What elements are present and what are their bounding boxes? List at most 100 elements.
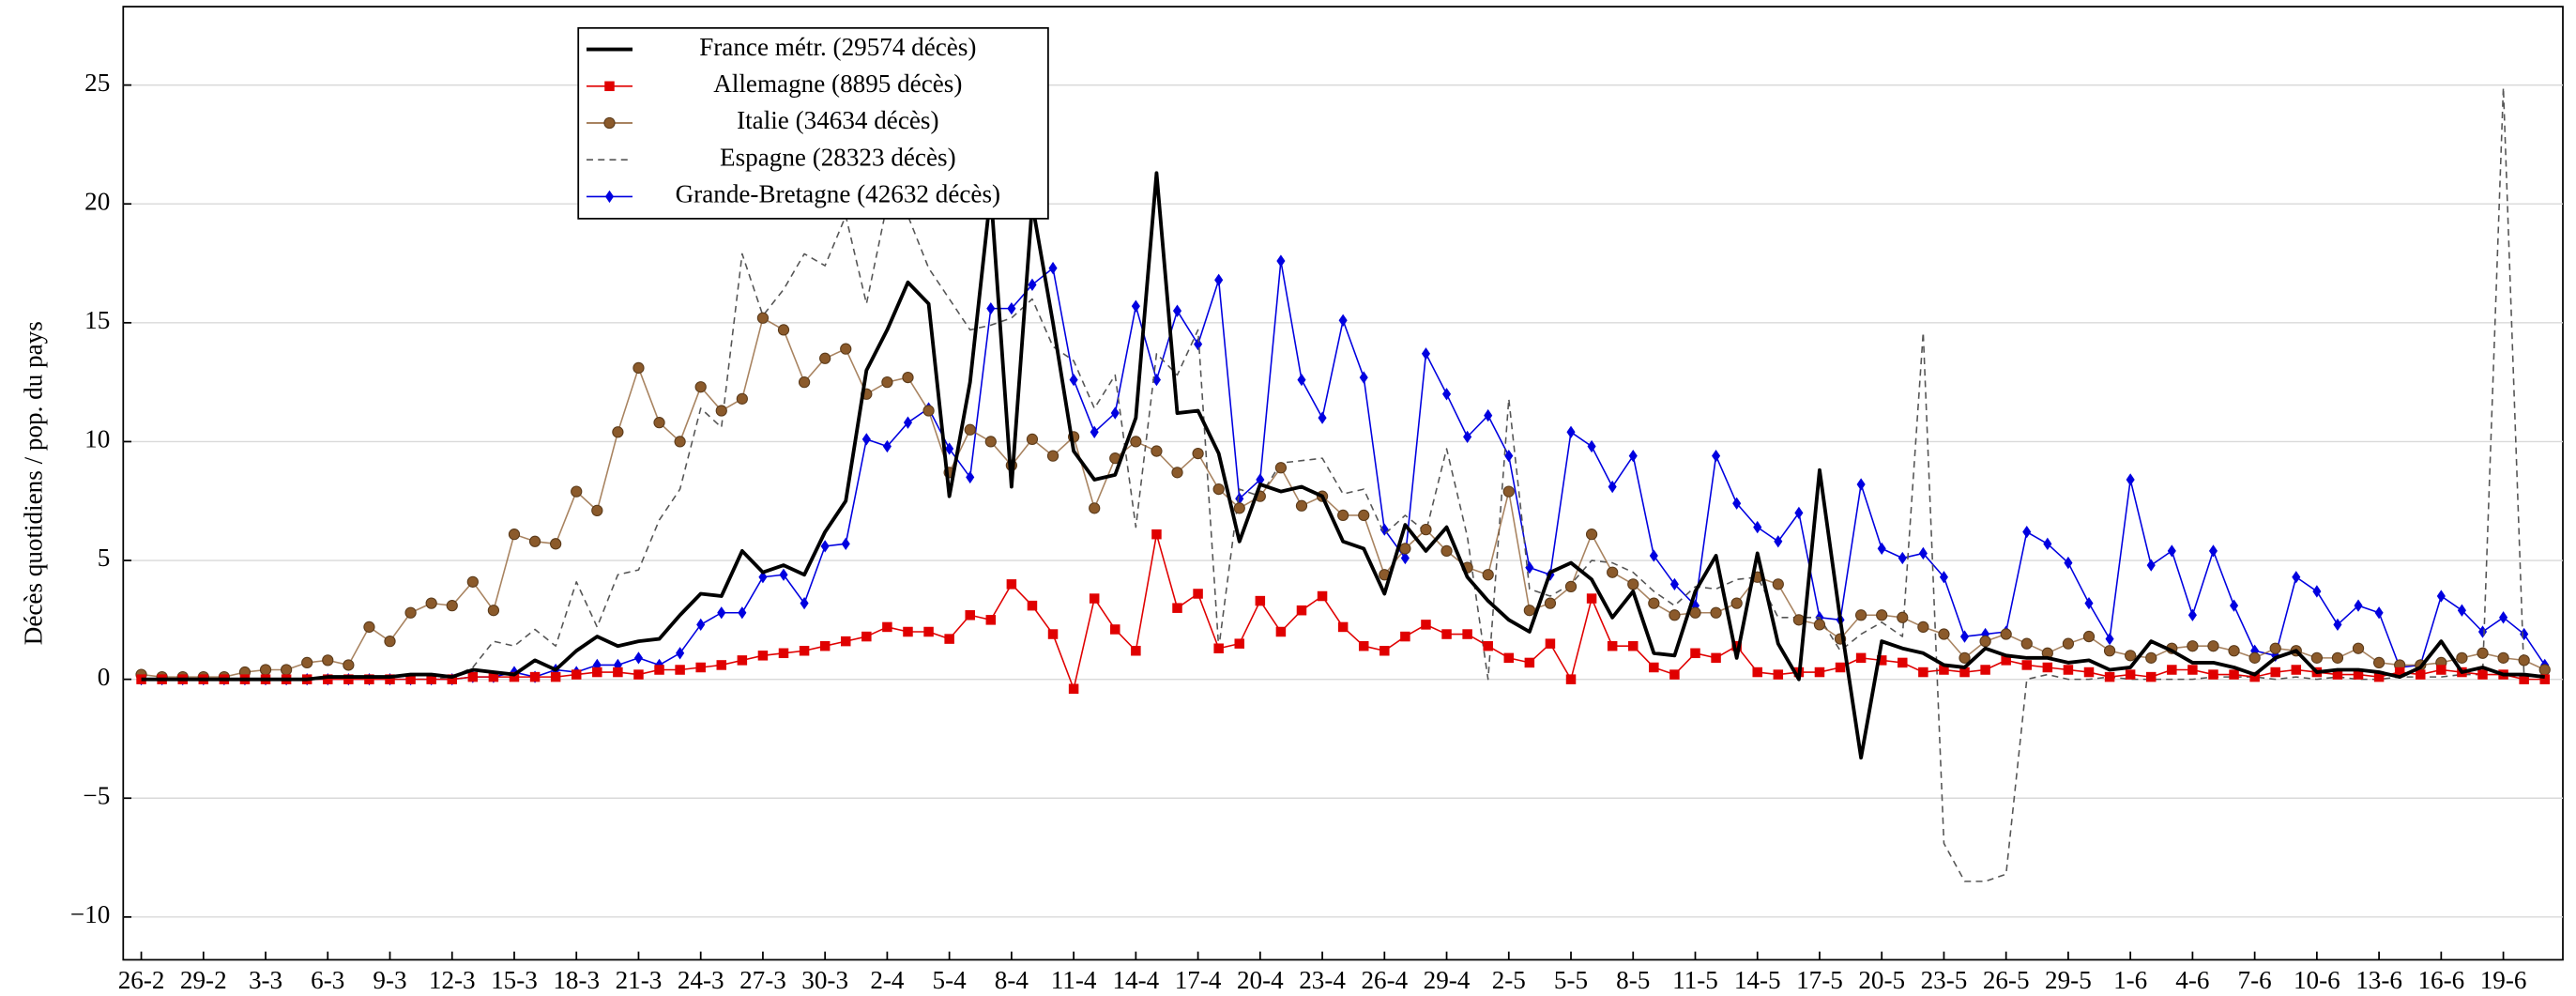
marker: [1026, 433, 1039, 446]
x-tick-label: 26-4: [1361, 966, 1408, 994]
marker: [1068, 683, 1079, 695]
marker: [1689, 606, 1701, 619]
x-tick-label: 13-6: [2355, 966, 2402, 994]
marker: [2270, 667, 2280, 678]
marker: [1504, 449, 1514, 463]
marker: [1813, 619, 1826, 631]
marker: [2332, 669, 2343, 680]
marker: [1628, 640, 1639, 651]
marker: [2394, 667, 2405, 678]
marker: [1669, 609, 1681, 621]
x-tick-label: 18-3: [553, 966, 600, 994]
marker: [2352, 642, 2365, 654]
marker: [654, 665, 664, 675]
marker: [922, 405, 935, 417]
marker: [1939, 665, 1949, 675]
marker: [603, 116, 616, 130]
marker: [1731, 640, 1742, 651]
marker: [840, 636, 851, 647]
marker: [1089, 593, 1100, 604]
marker: [1732, 497, 1742, 510]
marker: [1193, 589, 1203, 599]
marker: [1774, 535, 1783, 548]
marker: [1710, 606, 1722, 619]
marker: [1110, 624, 1120, 635]
y-axis-label: Décès quotidiens / pop. du pays: [20, 321, 48, 645]
marker: [1649, 662, 1659, 673]
marker: [1337, 621, 1349, 633]
marker: [1959, 630, 1970, 643]
marker: [1502, 485, 1515, 498]
marker: [2519, 674, 2529, 684]
marker: [447, 674, 457, 684]
marker: [1877, 542, 1886, 556]
x-tick-label: 10-6: [2294, 966, 2340, 994]
marker: [1483, 640, 1493, 651]
marker: [1359, 371, 1368, 384]
marker: [1752, 667, 1762, 678]
x-tick-label: 29-4: [1424, 966, 1471, 994]
marker: [798, 376, 811, 389]
marker: [1712, 449, 1721, 463]
x-tick-label: 24-3: [678, 966, 724, 994]
marker: [2416, 669, 2426, 680]
marker: [1110, 406, 1120, 420]
marker: [1151, 529, 1162, 540]
marker: [1400, 631, 1410, 642]
marker: [799, 646, 810, 656]
marker: [2083, 667, 2095, 678]
marker: [1587, 439, 1596, 453]
marker: [2333, 618, 2342, 632]
marker: [1007, 301, 1016, 315]
marker: [2269, 642, 2281, 654]
marker: [2208, 669, 2218, 680]
marker: [758, 571, 768, 584]
marker: [965, 610, 975, 621]
marker: [343, 659, 355, 671]
x-tick-label: 27-3: [739, 966, 786, 994]
marker: [550, 538, 562, 550]
x-tick-label: 2-4: [870, 966, 905, 994]
marker: [508, 529, 521, 541]
marker: [715, 405, 727, 417]
marker: [2477, 647, 2489, 659]
marker: [1648, 597, 1660, 609]
marker: [1482, 569, 1494, 581]
marker: [819, 352, 831, 364]
marker: [1856, 478, 1866, 491]
marker: [2187, 665, 2198, 675]
marker: [2354, 599, 2363, 612]
marker: [2126, 473, 2135, 486]
marker: [2520, 627, 2529, 641]
marker: [1939, 571, 1948, 584]
x-tick-label: 11-4: [1051, 966, 1097, 994]
marker: [1006, 579, 1017, 590]
marker: [2374, 606, 2384, 620]
marker: [861, 433, 871, 446]
marker: [2353, 669, 2364, 680]
marker: [1255, 595, 1266, 606]
marker: [1898, 657, 1908, 668]
marker: [1772, 578, 1784, 590]
marker: [695, 662, 706, 673]
series-line: [141, 86, 2545, 882]
x-tick-label: 29-5: [2045, 966, 2092, 994]
series-line: [141, 171, 2545, 760]
marker: [2208, 544, 2218, 558]
marker: [2373, 671, 2385, 682]
marker: [1318, 411, 1327, 424]
plot-frame: [122, 6, 2564, 961]
marker: [2001, 655, 2011, 666]
marker: [1090, 425, 1099, 438]
marker: [2228, 645, 2240, 657]
marker: [2248, 651, 2261, 664]
marker: [1524, 657, 1535, 668]
marker: [1131, 646, 1141, 656]
x-tick-label: 12-3: [429, 966, 476, 994]
marker: [2145, 671, 2157, 682]
legend-label: Espagne (28323 décès): [720, 143, 956, 171]
legend-label: France métr. (29574 décès): [699, 33, 976, 61]
marker: [2539, 674, 2550, 684]
marker: [861, 631, 872, 642]
marker: [1545, 638, 1556, 649]
